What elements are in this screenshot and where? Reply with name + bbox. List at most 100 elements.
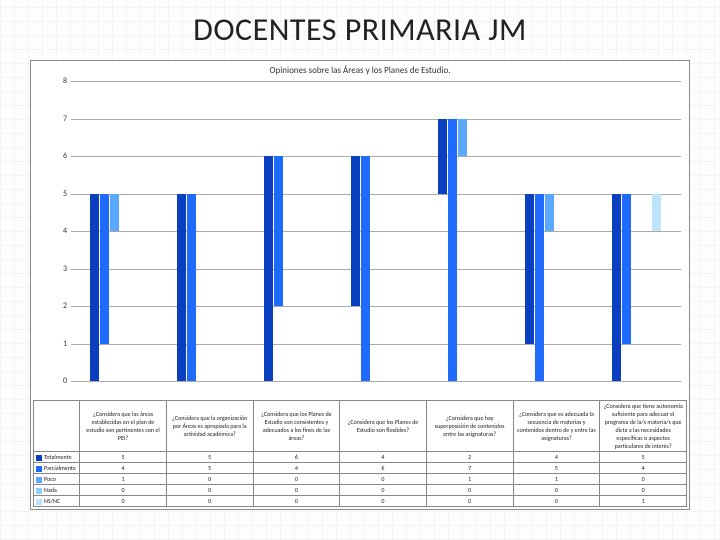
legend-swatch [36,488,42,494]
table-column-header: ¿Considera que tiene autonomía suficient… [600,401,687,452]
table-cell: 4 [340,452,426,463]
table-column-header: ¿Considera que los Planes de Estudio son… [340,401,426,452]
bar [458,119,467,157]
table-cell: 0 [600,485,687,496]
table-cell: 0 [340,474,426,485]
y-axis-label: 6 [53,151,67,161]
chart-subtitle: Opiniones sobre las Áreas y los Planes d… [31,61,689,78]
bar-group [81,194,148,382]
bar [187,194,196,382]
table-cell: 2 [426,452,513,463]
legend-swatch [36,499,42,505]
y-axis-label: 8 [53,76,67,86]
table-cell: 7 [426,463,513,474]
table-cell: 0 [513,496,600,507]
bar-group [603,194,670,382]
bar-group [255,156,322,381]
table-cell: 5 [80,452,167,463]
chart-plot-area: 012345678 [71,81,681,381]
series-label: Poco [34,474,80,485]
series-label: Nada [34,485,80,496]
bar [361,156,370,381]
table-row: NS/NC0000001 [34,496,687,507]
table-corner [34,401,80,452]
y-axis-label: 7 [53,114,67,124]
bar [438,119,447,194]
y-axis-label: 3 [53,264,67,274]
series-label: Parcialmente [34,463,80,474]
table-cell: 4 [80,463,167,474]
gridline [71,381,681,382]
table-row: Poco1000110 [34,474,687,485]
series-label: NS/NC [34,496,80,507]
table-cell: 0 [253,496,340,507]
table-cell: 6 [253,452,340,463]
table-cell: 0 [80,496,167,507]
bar [110,194,119,232]
table-cell: 5 [600,452,687,463]
table-cell: 0 [340,485,426,496]
bar-group [516,194,583,382]
slide: DOCENTES PRIMARIA JM Opiniones sobre las… [0,0,720,540]
bar [274,156,283,306]
table-cell: 4 [253,463,340,474]
table-header-row: ¿Considera que las áreas establecidas en… [34,401,687,452]
bar [652,194,661,232]
bar [525,194,534,344]
bar [264,156,273,381]
page-title: DOCENTES PRIMARIA JM [0,0,720,49]
table-cell: 0 [253,474,340,485]
bar [622,194,631,344]
table-cell: 6 [340,463,426,474]
table-cell: 0 [426,496,513,507]
table-cell: 4 [513,452,600,463]
table-cell: 5 [166,452,253,463]
table-row: Parcialmente4546754 [34,463,687,474]
y-axis-label: 0 [53,376,67,386]
table-cell: 5 [166,463,253,474]
y-axis-label: 1 [53,339,67,349]
bar-group [429,119,496,382]
chart-container: Opiniones sobre las Áreas y los Planes d… [30,60,690,510]
y-axis-label: 5 [53,189,67,199]
table-cell: 0 [166,496,253,507]
y-axis-label: 4 [53,226,67,236]
legend-swatch [36,455,42,461]
table-row: Nada0000000 [34,485,687,496]
data-table: ¿Considera que las áreas establecidas en… [33,400,687,507]
table-cell: 1 [600,496,687,507]
bar [612,194,621,382]
table-cell: 0 [80,485,167,496]
bar [535,194,544,382]
series-label: Totalmente [34,452,80,463]
table-cell: 0 [426,485,513,496]
y-axis-label: 2 [53,301,67,311]
table-cell: 0 [166,485,253,496]
table-row: Totalmente5564245 [34,452,687,463]
table-column-header: ¿Considera que las áreas establecidas en… [80,401,167,452]
table-cell: 4 [600,463,687,474]
gridline [71,119,681,120]
table-column-header: ¿Considera que la organización por Áreas… [166,401,253,452]
bar [90,194,99,382]
table-cell: 0 [340,496,426,507]
table-column-header: ¿Considera que es adecuada la secuencia … [513,401,600,452]
table-column-header: ¿Considera que hay superposición de cont… [426,401,513,452]
bar [351,156,360,306]
gridline [71,81,681,82]
table-cell: 5 [513,463,600,474]
table-cell: 0 [166,474,253,485]
bar-group [342,156,409,381]
table-cell: 0 [513,485,600,496]
bar [100,194,109,344]
table-cell: 1 [513,474,600,485]
table-cell: 1 [426,474,513,485]
table-cell: 0 [253,485,340,496]
table-cell: 0 [600,474,687,485]
bar [545,194,554,232]
bar-group [168,194,235,382]
bar [448,119,457,382]
table-column-header: ¿Considera que los Planes de Estudio son… [253,401,340,452]
legend-swatch [36,466,42,472]
table-cell: 1 [80,474,167,485]
